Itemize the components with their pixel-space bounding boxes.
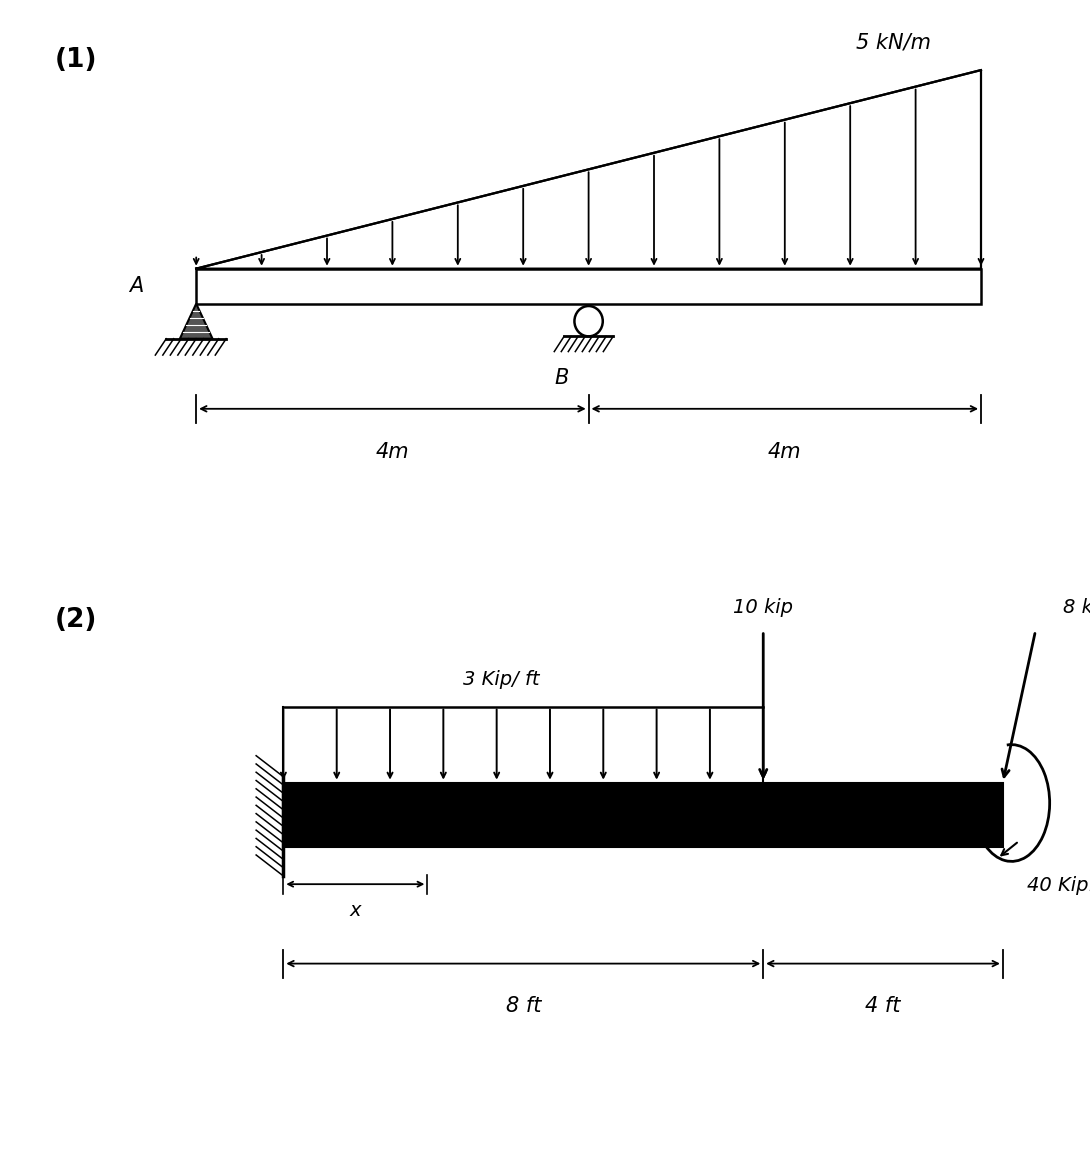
Text: (2): (2) [54,607,97,633]
Text: A: A [129,276,144,297]
Text: 8 ft: 8 ft [506,996,541,1016]
Text: 5 kN/m: 5 kN/m [857,33,931,53]
Text: (1): (1) [54,47,97,72]
Text: 8 kip: 8 kip [1063,598,1090,617]
Text: x: x [350,901,361,919]
Text: 10 kip: 10 kip [734,598,794,617]
Text: 3 Kip/ ft: 3 Kip/ ft [463,670,540,689]
Text: 4m: 4m [768,442,801,461]
Text: B: B [554,368,569,388]
Text: 4m: 4m [376,442,409,461]
Bar [283,783,1003,847]
Text: 4 ft: 4 ft [865,996,900,1016]
Bar [196,269,981,304]
Text: 40 Kip.ft: 40 Kip.ft [1027,876,1090,895]
Polygon shape [180,304,213,339]
